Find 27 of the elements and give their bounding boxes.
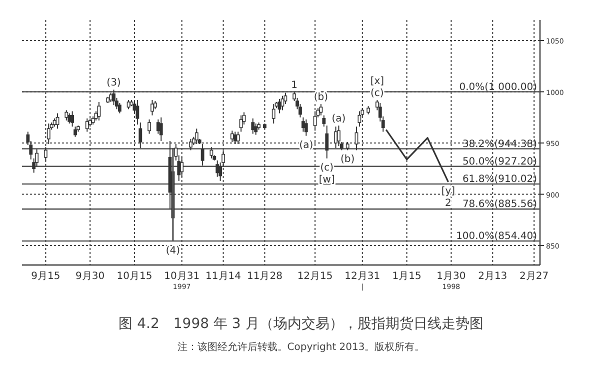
annotation: (b)	[340, 154, 355, 166]
ref-line-label: 50.0%(927.20)	[462, 156, 538, 168]
ref-line-label: 38.2%(944.38)	[462, 138, 538, 150]
caption: 图 4.2 1998 年 3 月（场内交易），股指期货日线走势图	[118, 316, 484, 332]
annotation: (4)	[166, 245, 180, 256]
annotation: 1	[291, 80, 298, 91]
annotation: 2	[445, 198, 452, 209]
annotation: [y]	[441, 186, 456, 197]
x-tick-label: 1月15	[392, 271, 422, 282]
x-tick-label: 2月13	[478, 271, 508, 282]
annotation: (b)	[314, 92, 328, 104]
x-tick-label: 11月28	[246, 271, 282, 282]
ref-line-label: 61.8%(910.02)	[462, 174, 538, 185]
annotation: [w]	[318, 174, 335, 186]
annotation: (a)	[332, 114, 346, 125]
x-tick-label: 2月27	[520, 271, 549, 282]
x-tick-label: 12月15	[297, 271, 333, 282]
annotation: [x]	[370, 76, 384, 87]
annotation: (3)	[106, 78, 121, 89]
x-tick-label: 9月30	[76, 271, 105, 282]
ref-line-label: 100.0%(854.40)	[456, 231, 538, 242]
x-tick-label: 11月14	[206, 271, 242, 282]
text: 注：该图经允许后转载。Copyright 2013。版权所有。	[177, 341, 425, 353]
x-tick-label: 9月15	[31, 271, 60, 282]
x-tick-label: 10月15	[116, 271, 152, 282]
ref-line-label: 78.6%(885.56)	[462, 199, 538, 210]
ref-line-label: 0.0%(1 000.00)	[459, 82, 538, 93]
